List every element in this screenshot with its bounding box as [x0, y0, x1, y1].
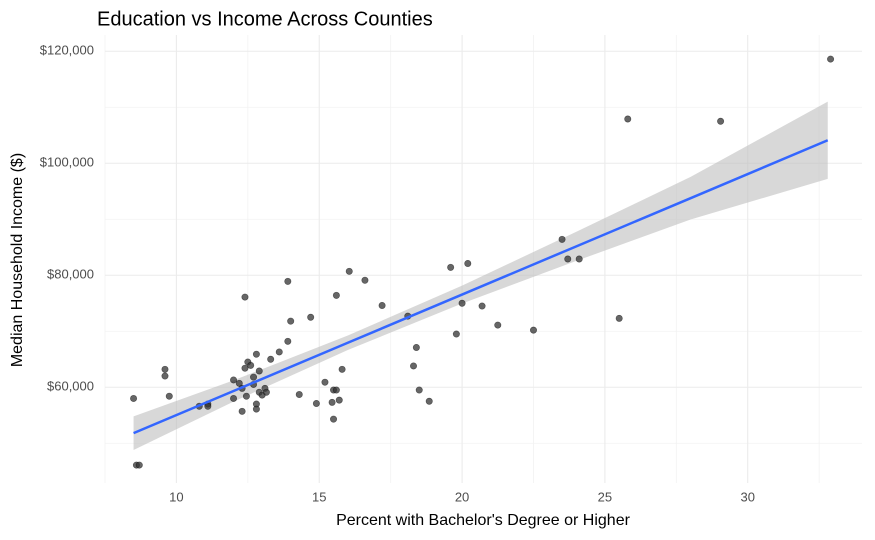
point: [230, 394, 238, 402]
x-tick-label: 30: [741, 489, 755, 504]
point: [135, 461, 143, 469]
point: [284, 337, 292, 345]
point: [464, 259, 472, 267]
confidence-band-layer: [133, 101, 828, 450]
point: [410, 362, 418, 370]
point: [345, 267, 353, 275]
point: [447, 263, 455, 271]
point: [247, 361, 255, 369]
point: [717, 117, 725, 125]
y-tick-label: $80,000: [47, 267, 94, 282]
point: [458, 299, 466, 307]
point: [161, 372, 169, 380]
points-layer: [130, 55, 835, 469]
x-tick-label: 20: [455, 489, 469, 504]
point: [332, 386, 340, 394]
x-tick-label: 25: [598, 489, 612, 504]
point: [321, 378, 329, 386]
point: [328, 398, 336, 406]
point: [412, 343, 420, 351]
point: [338, 365, 346, 373]
point: [335, 396, 343, 404]
y-tick-label: $120,000: [40, 43, 94, 58]
point: [615, 314, 623, 322]
point: [478, 302, 486, 310]
point: [564, 255, 572, 263]
point: [827, 55, 835, 63]
point: [494, 321, 502, 329]
y-tick-label: $60,000: [47, 379, 94, 394]
point: [242, 392, 250, 400]
point: [361, 276, 369, 284]
point: [161, 365, 169, 373]
point: [295, 391, 303, 399]
point: [130, 394, 138, 402]
point: [230, 376, 238, 384]
point: [250, 373, 258, 381]
point: [284, 277, 292, 285]
point: [287, 317, 295, 325]
confidence-band: [133, 101, 828, 450]
x-tick-label: 15: [312, 489, 326, 504]
point: [307, 313, 315, 321]
point: [415, 386, 423, 394]
point: [252, 405, 260, 413]
point: [452, 330, 460, 338]
fit-layer: [133, 139, 829, 435]
y-axis-title: Median Household Income ($): [9, 153, 26, 367]
point: [275, 348, 283, 356]
point: [267, 355, 275, 363]
point: [238, 407, 246, 415]
point: [252, 350, 260, 358]
point: [575, 255, 583, 263]
point: [312, 399, 320, 407]
point: [262, 388, 270, 396]
fit-line: [133, 139, 829, 435]
point: [255, 367, 263, 375]
point: [378, 301, 386, 309]
x-axis-title: Percent with Bachelor's Degree or Higher: [336, 512, 631, 529]
point: [529, 326, 537, 334]
y-tick-label: $100,000: [40, 155, 94, 170]
chart-title: Education vs Income Across Counties: [97, 8, 433, 30]
point: [425, 397, 433, 405]
point: [241, 293, 249, 301]
grid: [104, 35, 862, 483]
point: [165, 392, 173, 400]
point: [624, 115, 632, 123]
point: [558, 235, 566, 243]
x-tick-label: 10: [169, 489, 183, 504]
point: [332, 291, 340, 299]
point: [330, 415, 338, 423]
point: [241, 364, 249, 372]
